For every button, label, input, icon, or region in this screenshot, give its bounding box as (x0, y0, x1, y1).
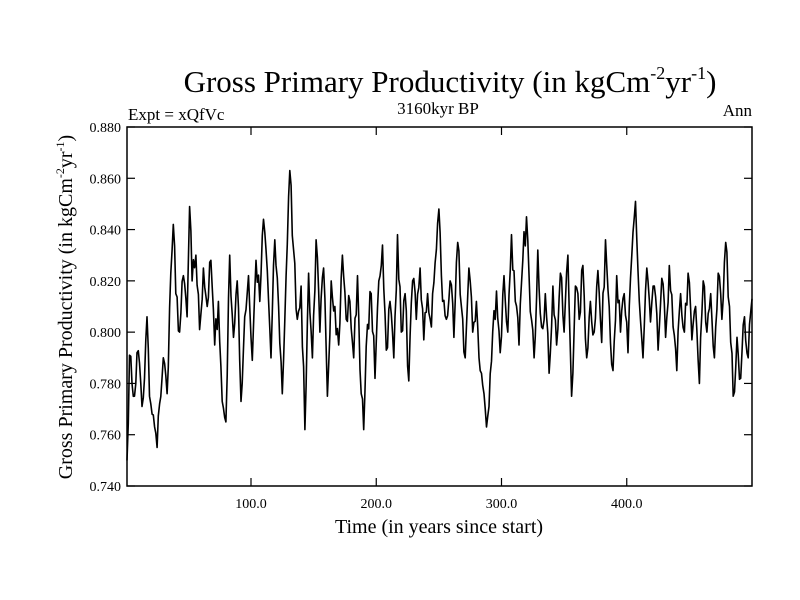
y-tick-label: 0.820 (90, 275, 122, 290)
chart-title-sup2: -1 (691, 63, 706, 83)
y-axis-label-main: Gross Primary Productivity (in kgCm (55, 178, 77, 480)
y-tick-label: 0.760 (90, 429, 122, 444)
y-tick-label: 0.800 (90, 326, 122, 341)
chart-title-end: ) (706, 64, 716, 99)
x-axis-ticks: 100.0 200.0 300.0 400.0 (235, 127, 642, 512)
x-tick-label: 100.0 (235, 497, 267, 512)
y-tick-label: 0.780 (90, 377, 122, 392)
y-tick-label: 0.880 (90, 121, 122, 136)
chart-title: Gross Primary Productivity (in kgCm-2yr-… (184, 63, 717, 99)
subtitle-period: 3160kyr BP (397, 99, 479, 118)
x-tick-label: 200.0 (360, 497, 392, 512)
y-axis-label-end: ) (55, 135, 77, 142)
y-tick-label: 0.860 (90, 172, 122, 187)
y-axis-ticks: 0.740 0.760 0.780 0.800 0.820 0.840 0.860 0.880 (90, 121, 752, 495)
y-axis-label-mid: yr (55, 151, 77, 168)
subtitle-season: Ann (723, 101, 753, 120)
y-axis-label-sup2: -1 (53, 141, 67, 151)
x-tick-label: 300.0 (486, 497, 518, 512)
y-tick-label: 0.740 (90, 480, 122, 495)
y-axis-label: Gross Primary Productivity (in kgCm-2yr-… (53, 135, 77, 479)
x-tick-label: 400.0 (611, 497, 643, 512)
chart-title-sup1: -2 (650, 63, 665, 83)
chart-title-mid: yr (665, 64, 692, 99)
y-axis-label-sup1: -2 (53, 168, 67, 178)
subtitle-experiment: Expt = xQfVc (128, 105, 225, 124)
series-line-gpp (126, 169, 753, 461)
y-tick-label: 0.840 (90, 224, 122, 239)
chart-title-main: Gross Primary Productivity (in kgCm (184, 64, 651, 99)
plot-frame (126, 126, 753, 487)
x-axis-label: Time (in years since start) (335, 516, 543, 538)
